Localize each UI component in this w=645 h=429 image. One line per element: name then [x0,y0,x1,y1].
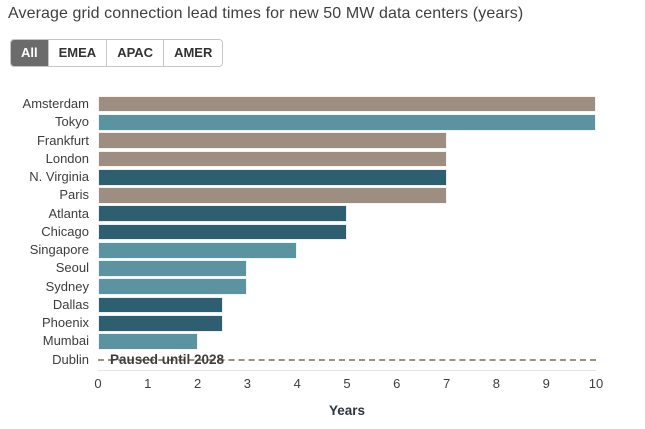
bar[interactable] [98,114,596,131]
chart-row: Mumbai [0,332,645,350]
row-label: Atlanta [48,205,89,221]
bar-area [98,132,645,150]
bar[interactable] [98,168,447,186]
x-tick-label: 10 [588,376,604,391]
chart-row: Frankfurt [0,132,645,150]
bar-area [98,332,645,350]
x-tick-label: 2 [193,376,202,391]
bar-area [98,241,645,259]
x-tick-label: 4 [293,376,301,391]
bar-area [98,205,645,223]
row-label: Paris [59,187,89,203]
row-label: Chicago [41,223,89,239]
chart-row: Dallas [0,296,645,314]
paused-annotation-text: Paused until 2028 [110,351,225,367]
chart-row: Phoenix [0,314,645,332]
chart-row: Chicago [0,223,645,241]
bar-area: Paused until 2028 [98,351,645,369]
chart-row: London [0,150,645,168]
row-label: Mumbai [42,333,89,349]
page-title: Average grid connection lead times for n… [8,5,524,22]
bar-area [98,259,645,277]
filter-tab-emea[interactable]: EMEA [48,40,108,66]
chart-row: Seoul [0,259,645,277]
row-label: Seoul [55,260,89,276]
row-label: Tokyo [55,114,89,130]
x-tick-label: 0 [94,376,102,391]
bar-area [98,186,645,204]
x-axis-title: Years [328,403,366,418]
bar[interactable] [98,95,596,113]
bar[interactable] [98,205,347,223]
chart-row: Sydney [0,278,645,296]
bar[interactable] [98,296,223,314]
chart-row: Dublin Paused until 2028 [0,351,645,369]
paused-dashed-line [98,358,596,361]
bar[interactable] [98,132,447,150]
bar-area [98,150,645,168]
bar-area [98,223,645,241]
bar-area [98,168,645,186]
x-tick-label: 9 [542,376,550,391]
bar-area [98,95,645,113]
row-label: Dallas [52,296,89,312]
bar[interactable] [98,223,347,241]
bar-area [98,113,645,131]
x-tick-label: 3 [243,376,252,391]
x-tick-label: 7 [442,376,451,391]
chart-row: N. Virginia [0,168,645,186]
chart-row: Amsterdam [0,95,645,113]
row-label: London [45,150,89,166]
bar[interactable] [98,241,298,259]
row-label: Frankfurt [36,132,89,148]
row-label: Phoenix [42,315,89,331]
bar[interactable] [98,333,198,350]
filter-tab-all[interactable]: All [11,40,49,66]
bar[interactable] [98,187,447,204]
x-tick-label: 6 [393,376,401,391]
bar[interactable] [98,260,248,277]
row-label: Sydney [45,278,89,294]
filter-tab-apac[interactable]: APAC [107,40,165,66]
filter-tab-amer[interactable]: AMER [164,40,223,66]
bar[interactable] [98,314,223,332]
x-tick-label: 8 [492,376,501,391]
chart-row: Paris [0,186,645,204]
x-tick-label: 1 [144,376,152,391]
row-label: Dublin [52,351,89,367]
chart-row: Tokyo [0,113,645,131]
bar-area [98,278,645,296]
x-tick-label: 5 [343,376,351,391]
x-axis-line [98,370,596,371]
row-label: N. Virginia [29,169,89,185]
row-label: Singapore [29,242,89,258]
bar[interactable] [98,278,248,296]
filter-tab-group: All EMEA APAC AMER [10,39,224,67]
chart-row: Singapore [0,241,645,259]
row-label: Amsterdam [22,96,89,111]
bar-area [98,296,645,314]
bar-area [98,314,645,332]
bar-chart: Amsterdam Tokyo Frankfurt London N. Virginia… [0,95,645,369]
bar[interactable] [98,150,447,168]
chart-row: Atlanta [0,205,645,223]
